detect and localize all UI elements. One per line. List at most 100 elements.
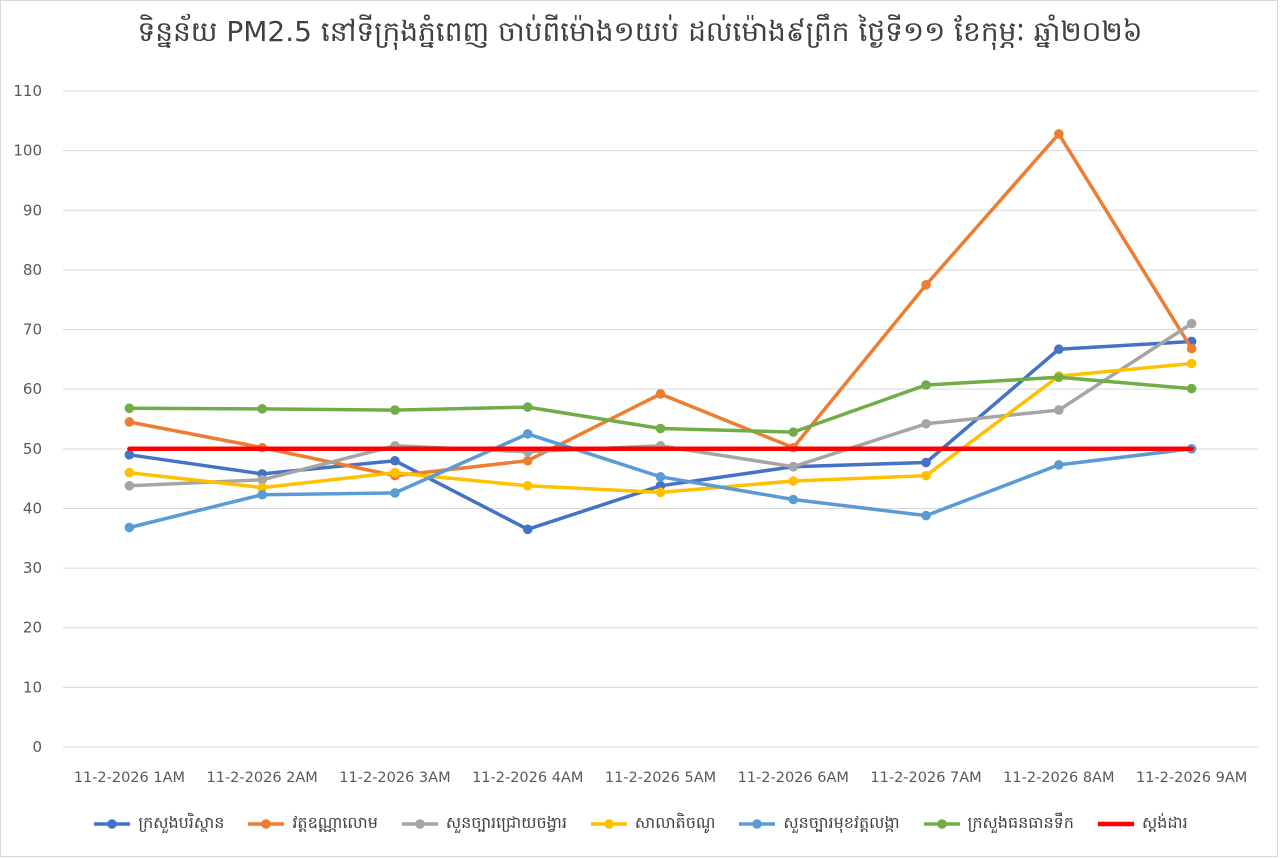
legend-swatch [94, 819, 131, 829]
series-3 [124, 358, 1197, 498]
y-tick-label: 110 [13, 82, 42, 100]
y-tick-label: 90 [23, 201, 42, 219]
data-point [655, 423, 666, 434]
legend-label: សួនច្បារជ្រោយចង្វារ [445, 813, 567, 832]
x-tick-label: 11-2-2026 9AM [1136, 770, 1247, 786]
data-point [655, 487, 666, 498]
y-tick-label: 20 [23, 619, 42, 637]
data-point [921, 470, 931, 481]
data-point [655, 472, 666, 482]
data-point [655, 389, 666, 399]
legend-swatch [248, 819, 285, 829]
data-point [1186, 343, 1197, 354]
legend-item: សាលាតិចណូ [589, 812, 715, 836]
data-point [788, 494, 799, 505]
x-tick-label: 11-2-2026 6AM [738, 770, 849, 786]
legend-item: សួនច្បារជ្រោយចង្វារ [400, 812, 567, 836]
data-point [124, 467, 135, 478]
data-point [522, 480, 533, 491]
series-lines [124, 129, 1197, 535]
data-point [1054, 405, 1064, 415]
data-point [921, 380, 931, 390]
data-point [655, 480, 666, 491]
data-point [124, 417, 135, 427]
y-tick-label: 100 [13, 142, 42, 160]
data-point [390, 467, 400, 478]
legend-item: ស្តង់ដារ [1096, 812, 1188, 836]
x-tick-label: 11-2-2026 3AM [339, 770, 450, 786]
legend-label: ស្តង់ដារ [1141, 813, 1188, 832]
x-tick-label: 11-2-2026 5AM [605, 770, 716, 786]
series-4 [124, 429, 1197, 533]
data-point [257, 489, 267, 500]
legend-item: ក្រសួងបរិស្ថាន [92, 812, 224, 836]
series-5 [124, 372, 1197, 437]
y-tick-label: 80 [23, 261, 42, 279]
data-point [1054, 460, 1064, 470]
x-axis-ticks: 11-2-2026 1AM 11-2-2026 2AM 11-2-2026 3AM 1… [74, 770, 1248, 786]
legend-label: ក្រសួងបរិស្ថាន [138, 813, 225, 832]
legend-item: សួនច្បារមុខវត្តលង្កា [737, 812, 900, 836]
legend: ក្រសួងបរិស្ថាន វត្តឧណ្ណាលោម សួនច្បារជ្រោយច… [0, 809, 1280, 839]
y-axis-ticks: 0 10 20 30 40 50 60 70 80 90 100 110 [13, 82, 42, 756]
y-tick-label: 10 [23, 678, 42, 696]
legend-item: វត្តឧណ្ណាលោម [246, 812, 378, 836]
legend-label: សួនច្បារមុខវត្តលង្កា [783, 813, 900, 832]
data-point [921, 418, 931, 429]
series-2 [124, 318, 1197, 491]
legend-swatch [923, 819, 960, 829]
data-point [921, 457, 931, 468]
data-point [124, 522, 135, 533]
legend-label: វត្តឧណ្ណាលោម [292, 813, 378, 832]
y-tick-label: 70 [23, 321, 42, 339]
legend-item: ក្រសួងធនធានទឹក [922, 812, 1074, 836]
data-point [1054, 129, 1064, 139]
x-tick-label: 11-2-2026 1AM [74, 770, 185, 786]
data-point [124, 403, 135, 414]
data-point [390, 405, 400, 415]
x-tick-label: 11-2-2026 4AM [472, 770, 583, 786]
data-point [1186, 318, 1197, 329]
legend-label: សាលាតិចណូ [634, 813, 716, 832]
data-point [1186, 358, 1197, 369]
y-tick-label: 40 [23, 499, 42, 517]
series-line [127, 321, 1194, 488]
data-point [257, 475, 267, 485]
data-point [257, 482, 267, 493]
legend-swatch [401, 819, 438, 829]
data-point [788, 427, 799, 437]
data-point [124, 449, 135, 460]
data-point [788, 461, 799, 472]
legend-swatch [1097, 821, 1134, 827]
data-point [921, 510, 931, 521]
data-point [522, 455, 533, 466]
data-point [788, 476, 799, 486]
y-tick-label: 30 [23, 559, 42, 577]
data-point [390, 488, 400, 498]
chart-title: ទិន្នន័យ PM2.5 នៅទីក្រុងភ្នំពេញ ចាប់ពីម៉… [137, 15, 1143, 48]
data-point [124, 480, 135, 491]
y-tick-label: 0 [32, 738, 42, 756]
data-point [1186, 383, 1197, 394]
data-point [1054, 372, 1064, 383]
series-0 [124, 336, 1197, 535]
legend-swatch [590, 819, 627, 829]
legend-label: ក្រសួងធនធានទឹក [967, 813, 1074, 832]
y-tick-label: 60 [23, 380, 42, 398]
y-tick-label: 50 [23, 440, 42, 458]
legend-swatch [739, 819, 776, 829]
data-point [522, 402, 533, 412]
x-tick-label: 11-2-2026 7AM [870, 770, 981, 786]
x-tick-label: 11-2-2026 8AM [1003, 770, 1114, 786]
x-tick-label: 11-2-2026 2AM [207, 770, 318, 786]
data-point [1054, 344, 1064, 355]
data-point [522, 429, 533, 439]
data-point [921, 280, 931, 290]
series-1 [124, 129, 1197, 481]
gridlines [63, 90, 1258, 748]
data-point [390, 455, 400, 466]
series-line [127, 339, 1194, 532]
data-point [257, 404, 267, 414]
